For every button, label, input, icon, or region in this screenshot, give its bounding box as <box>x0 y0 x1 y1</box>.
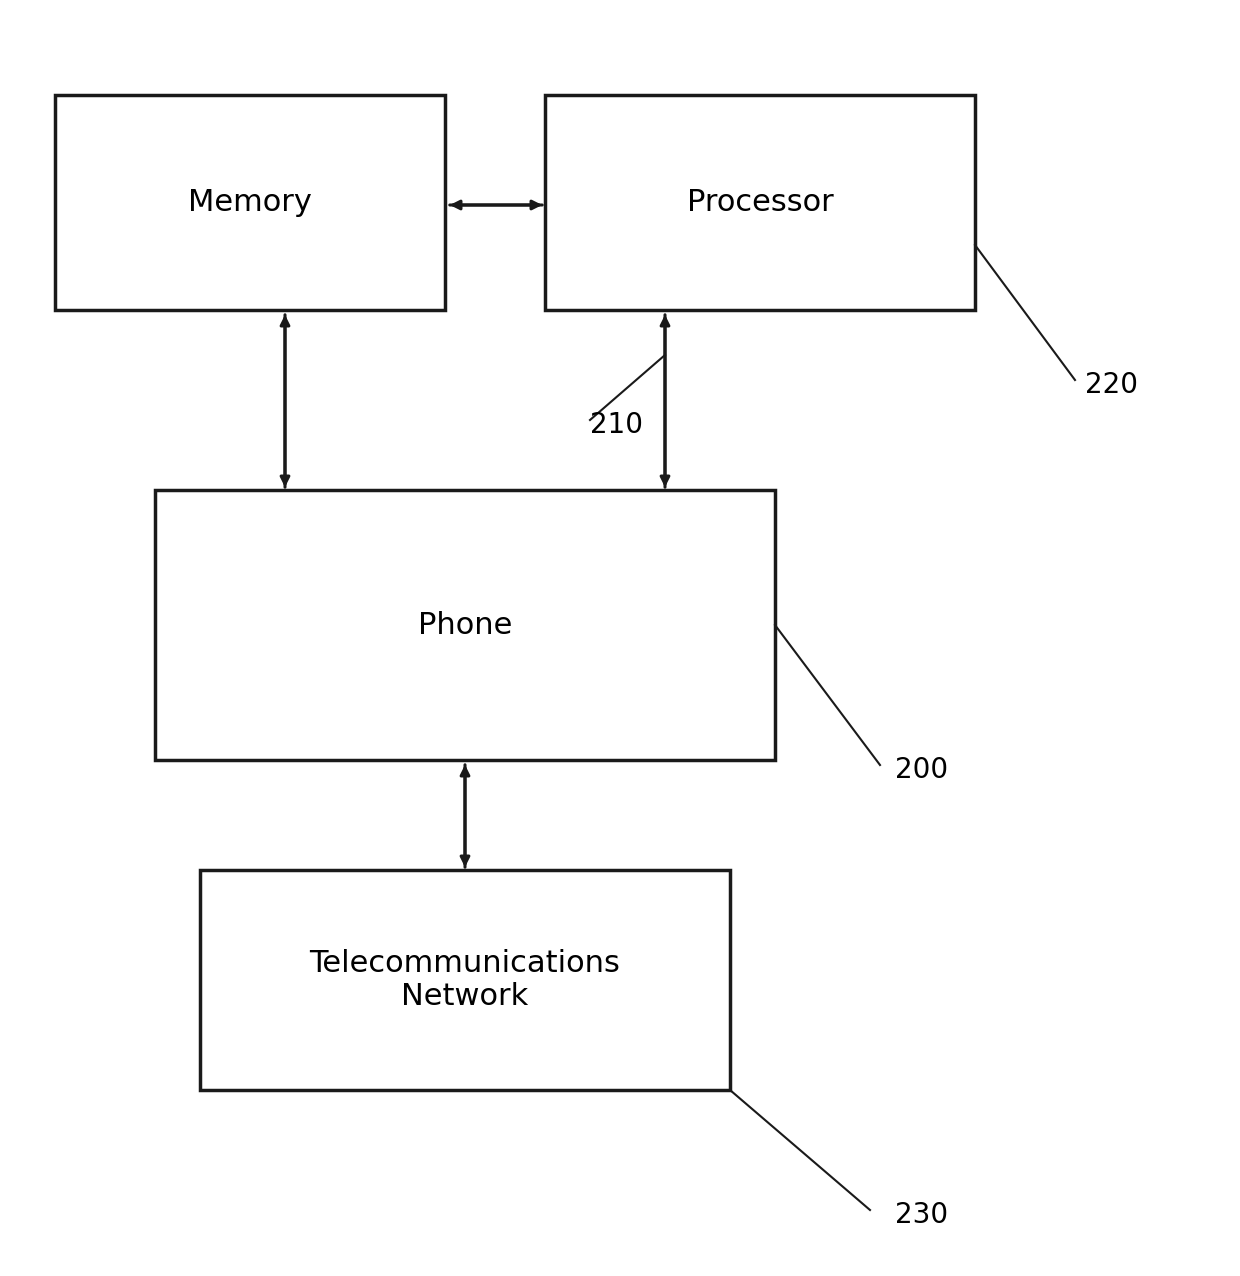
Text: 200: 200 <box>895 755 949 783</box>
Text: 230: 230 <box>895 1201 949 1229</box>
Text: 210: 210 <box>590 411 644 439</box>
Text: Memory: Memory <box>188 188 312 217</box>
Text: 220: 220 <box>1085 371 1138 399</box>
Text: Phone: Phone <box>418 610 512 639</box>
Text: Processor: Processor <box>687 188 833 217</box>
Bar <box>155 490 775 760</box>
Bar <box>546 94 975 310</box>
Bar <box>200 870 730 1090</box>
Text: Telecommunications
Network: Telecommunications Network <box>310 948 620 1012</box>
Bar <box>55 94 445 310</box>
